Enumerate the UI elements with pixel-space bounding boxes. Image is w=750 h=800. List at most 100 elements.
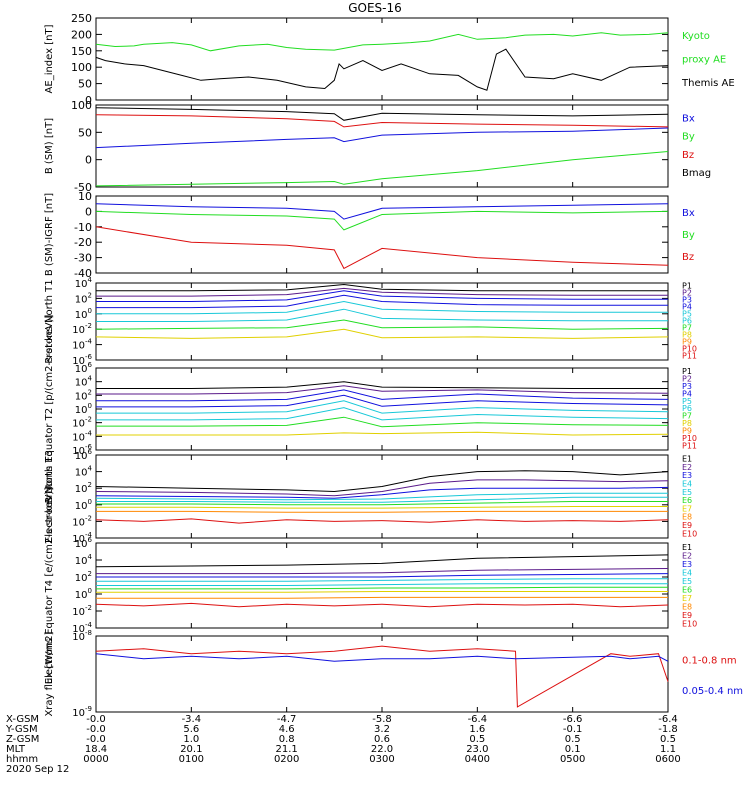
legend-label: E5 [682, 577, 692, 586]
y-tick-label: 106 [75, 448, 93, 462]
y-tick-label: -10 [74, 221, 92, 234]
y-tick-label: 104 [75, 465, 93, 479]
legend-label: Bx [682, 208, 695, 219]
legend-label: P8 [682, 331, 692, 340]
footer-value: -6.4 [468, 714, 488, 725]
legend-label: Bz [682, 150, 694, 161]
footer-value: 1.0 [183, 734, 199, 745]
series-line-P6 [96, 308, 668, 322]
legend-label: P6 [682, 404, 692, 413]
series-line-E7 [96, 506, 668, 509]
legend-label: Bmag [682, 168, 711, 179]
legend-label: E4 [682, 568, 692, 577]
y-tick-label: 10-2 [72, 322, 92, 336]
series-line-P8 [96, 431, 669, 436]
legend-label: E1 [682, 543, 692, 552]
series-line-P4 [96, 394, 669, 408]
legend-label: P9 [682, 338, 692, 347]
panel-frame [95, 195, 669, 274]
series-line-Bx [95, 127, 669, 149]
legend-label: P4 [682, 389, 692, 398]
footer-value: 0.8 [279, 734, 295, 745]
y-tick-label: 10 [78, 190, 92, 203]
y-tick-label: 10-2 [72, 514, 92, 528]
y-tick-label: -30 [74, 252, 92, 265]
y-tick-label: 0 [85, 154, 92, 167]
footer-value: -0.1 [563, 724, 583, 735]
y-tick-label: 10-9 [72, 705, 92, 719]
series-line-E1 [95, 470, 669, 493]
footer-value: -3.4 [182, 714, 202, 725]
series-line-P1 [96, 283, 668, 292]
series-line-Bz [95, 114, 669, 128]
footer-value: 0400 [465, 754, 490, 765]
legend-label: P10 [682, 434, 697, 443]
legend-label: Kyoto [682, 31, 710, 42]
legend-label: E5 [682, 488, 692, 497]
legend-label: P3 [682, 382, 692, 391]
footer-value: -5.8 [372, 714, 392, 725]
series-line-E6 [96, 586, 668, 590]
legend-label: E2 [682, 551, 692, 560]
series-line-P2 [96, 385, 669, 395]
footer-value: 0100 [179, 754, 204, 765]
legend-label: By [682, 230, 695, 241]
legend-label: P9 [682, 427, 692, 436]
y-tick-label: 10-4 [72, 429, 92, 443]
y-tick-label: 106 [75, 361, 93, 375]
series-line-P5 [96, 400, 669, 414]
y-tick-label: 102 [75, 570, 92, 584]
footer-value: 20.1 [180, 744, 202, 755]
legend-label: P1 [682, 367, 692, 376]
footer-value: 0600 [655, 754, 680, 765]
panel-frame [95, 635, 669, 713]
y-tick-label: 250 [71, 12, 92, 25]
footer-row-label: hhmm [6, 754, 38, 765]
legend-label: E7 [682, 504, 692, 513]
legend-label: P2 [682, 374, 692, 383]
legend-label: E6 [682, 585, 692, 594]
y-tick-label: -50 [74, 181, 92, 194]
legend-label: P10 [682, 345, 697, 354]
legend-label: Bx [682, 113, 695, 124]
panel-frame [95, 104, 669, 188]
footer-value: -0.0 [86, 714, 106, 725]
series-line-E4 [95, 492, 668, 501]
y-tick-label: -20 [74, 236, 92, 249]
y-tick-label: 10-8 [72, 629, 92, 643]
series-line-E6 [96, 501, 668, 506]
legend-label: E9 [682, 611, 692, 620]
legend-label: P8 [682, 419, 692, 428]
series-line-Bmag [95, 107, 669, 121]
footer-value: 0200 [274, 754, 299, 765]
legend-label: P5 [682, 310, 692, 319]
series-line-E9 [95, 602, 669, 608]
legend-label: P4 [682, 303, 692, 312]
legend-label: proxy AE [682, 55, 726, 66]
y-axis-label: Electrons Equator T4 [e/(cm2-s-sr-keV)] [44, 487, 55, 684]
y-tick-label: 10-6 [72, 353, 92, 367]
y-tick-label: 102 [75, 291, 92, 305]
series-line-0-05-0-4-nm [95, 653, 669, 662]
y-axis-label: Electrons North T3 [44, 450, 55, 543]
series-line-E5 [96, 496, 668, 503]
footer-row-label: X-GSM [6, 714, 39, 725]
y-tick-label: 150 [71, 45, 92, 58]
legend-label: E10 [682, 619, 697, 628]
y-tick-label: 10-2 [72, 416, 92, 430]
footer-value: 0.5 [469, 734, 485, 745]
legend-label: E1 [682, 455, 692, 464]
footer-value: -0.0 [86, 734, 106, 745]
footer-row-label: 2020 Sep 12 [6, 764, 69, 775]
footer-value: -4.7 [277, 714, 297, 725]
series-line-Bz [95, 226, 669, 270]
legend-label: Themis AE [681, 78, 735, 89]
footer-value: 0.6 [374, 734, 390, 745]
legend-label: E7 [682, 594, 692, 603]
legend-label: E8 [682, 513, 692, 522]
footer-value: 21.1 [276, 744, 298, 755]
y-tick-label: 10-6 [72, 443, 92, 457]
series-line-P2 [96, 287, 668, 297]
footer-value: -6.4 [658, 714, 678, 725]
